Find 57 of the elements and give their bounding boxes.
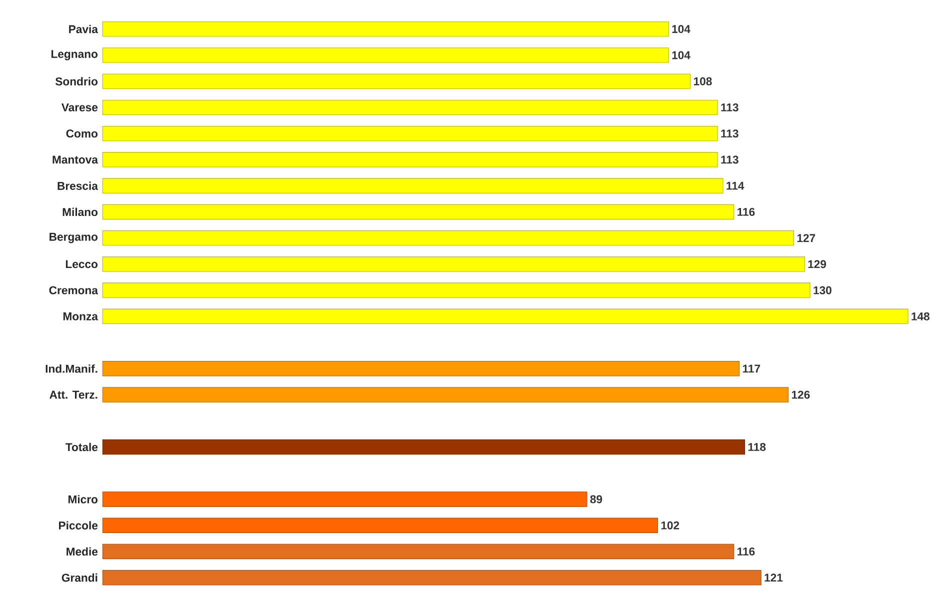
y-tick-label: Como [66,130,98,138]
data-label: 102 [661,522,680,530]
bar [102,308,908,324]
data-label: 108 [694,77,712,86]
bar [102,230,794,246]
y-tick-label: Brescia [58,182,98,190]
y-tick-label: Legnano [51,50,98,60]
bar [102,544,734,560]
y-tick-label: Cremona [49,286,98,294]
bar [102,387,789,403]
y-tick-label: Sondrio [55,77,98,86]
bar [102,74,691,90]
y-tick-label: Piccole [59,521,98,530]
data-label: 118 [748,443,766,452]
data-label: 104 [672,51,690,60]
y-tick-label: Ind.Manif. [46,364,98,373]
bar [102,100,718,116]
data-label: 129 [808,260,826,268]
y-tick-label: Att. Terz. [50,390,98,399]
data-label: 113 [721,104,738,112]
data-label: 121 [764,574,783,582]
bar [102,570,762,586]
y-tick-label: Bergamo [50,233,98,244]
y-tick-label: Grandi [62,574,98,582]
y-tick-label: Monza [63,312,98,321]
y-tick-label: Mantova [52,156,98,164]
bar [102,492,588,508]
data-label: 117 [742,364,760,373]
data-label: 116 [738,208,755,216]
bar [102,518,658,534]
data-label: 114 [726,182,744,190]
data-label: 104 [672,25,690,34]
y-tick-label: Pavia [69,25,98,34]
bar [102,48,669,63]
y-tick-label: Medie [66,547,98,556]
y-tick-label: Varese [61,104,98,112]
y-tick-label: Micro [68,495,98,504]
bar [102,361,740,376]
bar [102,282,810,298]
data-label: 148 [912,312,930,321]
y-tick-label: Lecco [66,260,98,268]
y-tick-label: Milano [62,208,98,216]
data-label: 113 [721,156,738,164]
data-label: 113 [721,130,738,138]
data-label: 130 [814,286,832,294]
bar [102,440,746,455]
bar [102,152,718,168]
y-tick-label: Totale [66,443,98,452]
data-label: 89 [590,495,602,504]
bar [102,204,734,220]
bar [102,256,805,272]
data-label: 126 [792,390,810,399]
bar [102,126,718,142]
bar [102,178,724,194]
data-label: 116 [738,548,755,556]
data-label: 127 [797,234,816,242]
bar [102,22,669,37]
